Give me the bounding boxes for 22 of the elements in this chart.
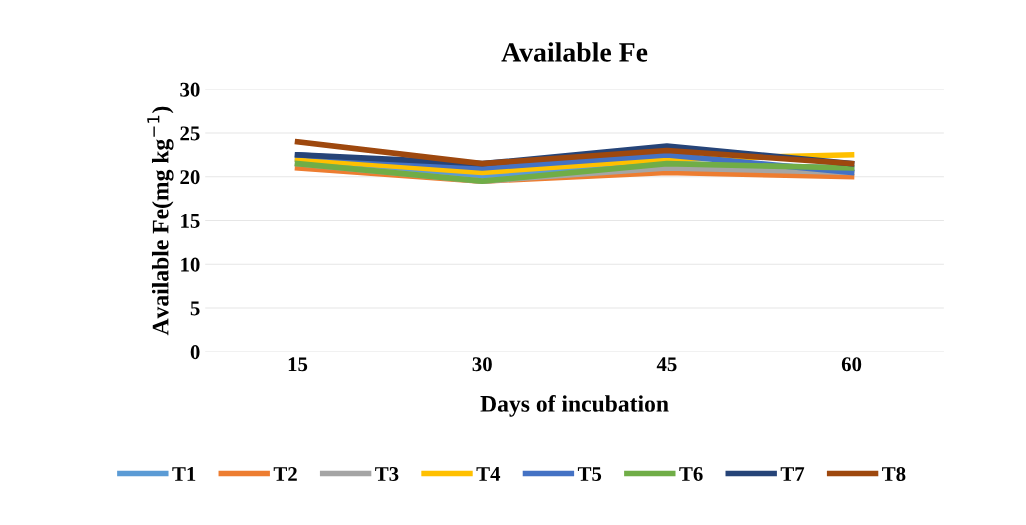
legend-label: T5: [577, 467, 602, 482]
y-tick-label: 0: [190, 345, 200, 360]
legend-label: T8: [882, 466, 906, 482]
y-tick-label: 15: [181, 213, 200, 228]
y-tick-label: 10: [181, 257, 200, 272]
legend-label: T2: [273, 467, 297, 481]
legend-label: T6: [679, 467, 703, 482]
legend-label: T7: [780, 467, 805, 481]
legend-label: T1: [172, 467, 196, 481]
x-tick-label: 45: [656, 357, 677, 372]
legend-label: T4: [476, 467, 501, 481]
x-tick-label: 15: [288, 357, 308, 372]
x-axis-title: Days of incubation: [480, 394, 669, 417]
y-axis-title: Available Fe(mg kg$^{−1}$): [147, 106, 174, 336]
legend-label: T3: [375, 467, 399, 482]
y-tick-label: 5: [190, 301, 200, 316]
y-tick-label: 25: [180, 126, 200, 141]
y-tick-label: 30: [180, 82, 200, 97]
x-tick-label: 30: [472, 357, 492, 372]
y-tick-label: 20: [180, 170, 200, 185]
chart-title: Available Fe: [501, 42, 648, 62]
x-tick-label: 60: [841, 357, 862, 372]
